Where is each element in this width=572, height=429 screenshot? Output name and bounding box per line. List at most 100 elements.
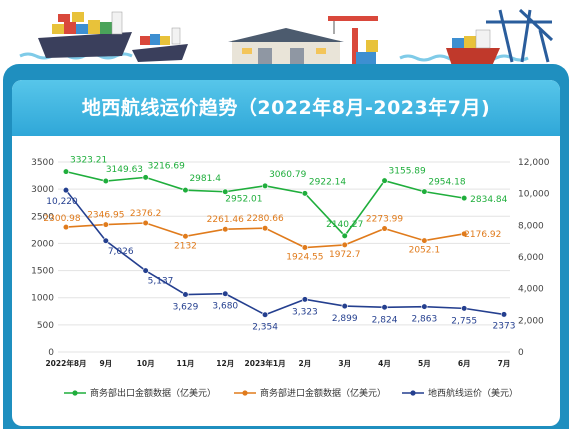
- legend-marker: [242, 390, 248, 396]
- data-point: [261, 311, 269, 318]
- legend-label: 地西航线运价（美元）: [428, 387, 518, 399]
- port-illustration: [19, 8, 554, 66]
- data-point: [301, 244, 309, 251]
- data-point: [381, 177, 388, 184]
- x-tick-label: 12月: [216, 359, 234, 368]
- data-label: 10,220: [46, 197, 78, 207]
- warehouse-icon: [228, 28, 344, 64]
- series-line: [65, 189, 505, 316]
- data-point: [421, 237, 428, 244]
- data-label: 2,863: [411, 315, 437, 325]
- data-point: [381, 304, 388, 311]
- data-label: 2280.66: [246, 214, 283, 224]
- data-point: [142, 174, 149, 181]
- data-point: [102, 177, 109, 185]
- crane-icon: [328, 16, 378, 66]
- data-label: 2052.1: [409, 246, 441, 256]
- left-tick-label: 0: [48, 348, 54, 358]
- data-label: 1924.55: [286, 253, 323, 263]
- data-label: 2132: [174, 241, 197, 251]
- data-point: [261, 182, 269, 189]
- data-label: 5,137: [148, 277, 174, 287]
- legend: 商务部出口金额数据（亿美元） 商务部进口金额数据（亿美元） 地西航线运价（美元）: [64, 387, 518, 399]
- left-tick-label: 3500: [31, 158, 54, 168]
- right-tick-label: 10,000: [518, 190, 550, 200]
- data-point: [142, 267, 149, 274]
- right-tick-label: 2,000: [518, 316, 544, 326]
- data-point: [102, 221, 109, 228]
- data-label: 7,026: [108, 247, 134, 257]
- data-label: 2954.18: [428, 178, 465, 188]
- data-label: 2834.84: [470, 195, 507, 205]
- x-tick-label: 2023年1月: [245, 358, 286, 368]
- left-tick-label: 2000: [31, 239, 54, 249]
- data-label: 2376.2: [130, 209, 162, 219]
- data-label: 2,755: [451, 316, 477, 326]
- data-label: 2981.4: [189, 174, 221, 184]
- data-label: 2,824: [372, 315, 398, 325]
- data-point: [182, 187, 189, 194]
- x-tick-label: 10月: [137, 359, 155, 368]
- x-tick-label: 9月: [99, 359, 112, 368]
- data-point: [301, 296, 309, 303]
- data-point: [301, 190, 309, 197]
- cargo-ship-right-icon: [446, 29, 500, 66]
- data-point: [102, 237, 109, 244]
- data-point: [222, 290, 229, 297]
- cargo-ship-left-icon: [38, 11, 132, 58]
- right-tick-label: 4,000: [518, 285, 544, 295]
- legend-marker: [72, 390, 78, 396]
- data-label: 2300.98: [43, 214, 80, 224]
- data-point: [500, 311, 508, 318]
- data-label: 2176.92: [464, 230, 501, 240]
- data-label: 3149.63: [106, 165, 143, 175]
- data-point: [421, 303, 428, 310]
- data-point: [461, 195, 468, 202]
- legend-label: 商务部进口金额数据（亿美元）: [260, 387, 386, 399]
- data-point: [341, 302, 348, 310]
- chart-panel: 地西航线运价趋势（2022年8月-2023年7月) 0 500 1000 1500 20…: [12, 80, 560, 426]
- data-point: [182, 291, 189, 298]
- data-point: [222, 188, 229, 195]
- gantry-crane-icon: [486, 8, 554, 63]
- chart-title: 地西航线运价趋势（2022年8月-2023年7月): [81, 97, 491, 119]
- left-tick-label: 1500: [31, 267, 54, 277]
- data-label: 3,323: [292, 307, 318, 317]
- right-tick-label: 0: [518, 348, 524, 358]
- data-point: [261, 225, 269, 232]
- data-label: 3060.79: [269, 170, 306, 180]
- data-point: [421, 188, 428, 195]
- x-tick-label: 6月: [458, 359, 471, 368]
- data-label: 2,899: [332, 314, 358, 324]
- legend-label: 商务部出口金额数据（亿美元）: [90, 387, 216, 399]
- series-layer: [62, 168, 508, 318]
- data-point: [461, 305, 468, 312]
- right-tick-label: 12,000: [518, 158, 550, 168]
- data-point: [461, 230, 468, 237]
- data-point: [142, 219, 149, 227]
- data-label: 2346.95: [87, 211, 124, 221]
- title-band: [12, 80, 560, 136]
- x-tick-label: 2022年8月: [45, 358, 86, 368]
- data-point: [341, 232, 348, 239]
- left-tick-label: 500: [37, 321, 54, 331]
- data-point: [182, 233, 189, 240]
- data-label: 2373: [493, 321, 516, 331]
- data-point: [62, 187, 70, 194]
- data-label: 3216.69: [148, 161, 185, 171]
- data-label: 3,680: [212, 302, 238, 312]
- left-tick-label: 2500: [31, 212, 54, 222]
- cargo-ship-small-icon: [132, 27, 188, 62]
- x-axis-ticks: 2022年8月 9月 10月 11月 12月 2023年1月 2月 3月 4月 5月 6月 7月: [45, 358, 510, 368]
- left-tick-label: 3000: [31, 185, 54, 195]
- wave-left: [19, 52, 133, 60]
- x-tick-label: 3月: [338, 359, 351, 368]
- data-point: [381, 225, 388, 232]
- right-tick-label: 6,000: [518, 253, 544, 263]
- data-point: [341, 241, 348, 249]
- right-tick-label: 8,000: [518, 221, 544, 231]
- data-point: [62, 223, 70, 231]
- x-tick-label: 2月: [299, 359, 312, 368]
